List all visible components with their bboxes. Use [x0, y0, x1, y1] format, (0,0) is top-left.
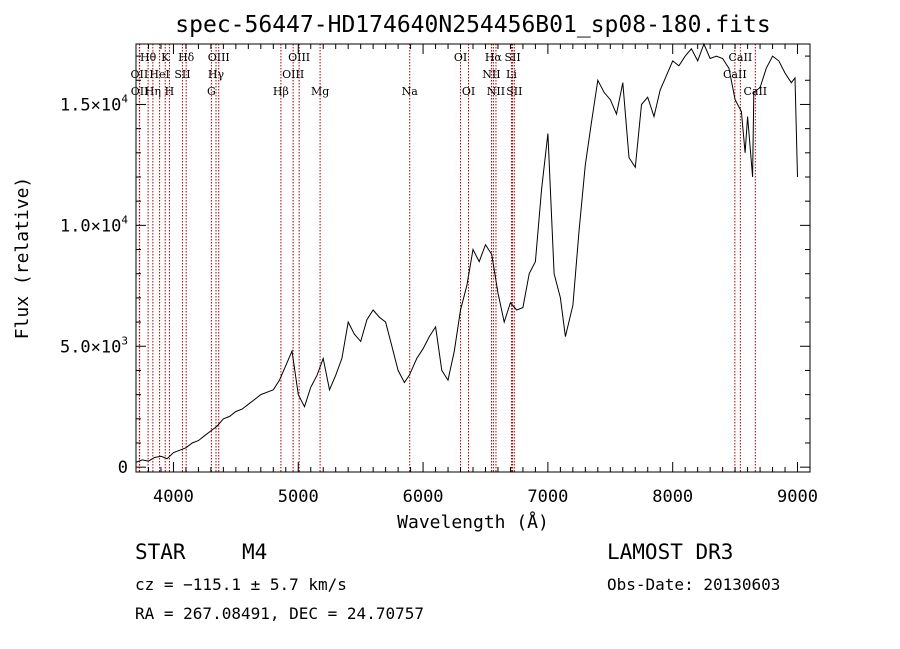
line-marker-label: SII — [506, 85, 522, 98]
line-marker-label: H — [165, 85, 175, 98]
line-marker-label: HeI — [149, 68, 169, 81]
line-marker-label: Hγ — [208, 68, 225, 81]
y-axis-label: Flux (relative) — [12, 177, 33, 340]
object-subclass: M4 — [242, 540, 268, 564]
line-marker-label: G — [207, 85, 216, 98]
plot-frame — [135, 43, 811, 473]
line-marker-label: Hβ — [273, 85, 289, 98]
line-marker-label: CaII — [723, 68, 747, 81]
spectrum-line — [135, 42, 798, 463]
y-tick-label: 1.0×104 — [60, 213, 128, 236]
y-tick-label: 0 — [118, 458, 128, 478]
x-tick-label: 7000 — [527, 487, 568, 507]
y-tick-exponent: 3 — [121, 334, 128, 347]
line-marker-label: Hθ — [140, 51, 157, 64]
x-axis-label: Wavelength (Å) — [397, 511, 549, 533]
line-marker-label: Hα — [485, 51, 503, 64]
line-marker-label: Hδ — [178, 51, 195, 64]
y-tick-exponent: 4 — [121, 213, 128, 226]
object-class: STAR — [135, 540, 186, 564]
line-marker-label: Mg — [311, 85, 329, 98]
x-tick-label: 8000 — [652, 487, 693, 507]
redshift-cz: cz = −115.1 ± 5.7 km/s — [135, 575, 347, 594]
observation-date: Obs-Date: 20130603 — [607, 575, 781, 594]
y-tick-label: 5.0×103 — [60, 334, 128, 357]
y-tick-exponent: 4 — [121, 92, 128, 105]
line-marker-label: NII — [487, 85, 505, 98]
line-marker-label: SII — [504, 51, 520, 64]
x-tick-label: 6000 — [403, 487, 444, 507]
line-marker-label: OI — [454, 51, 467, 64]
line-marker-label: Na — [402, 85, 419, 98]
coordinates: RA = 267.08491, DEC = 24.70757 — [135, 604, 424, 623]
x-tick-label: 9000 — [777, 487, 818, 507]
survey-name: LAMOST DR3 — [607, 540, 734, 564]
line-marker-label: OIII — [208, 51, 230, 64]
line-marker-label: OIII — [288, 51, 310, 64]
y-tick-label: 1.5×104 — [60, 92, 128, 115]
line-marker-label: OII — [131, 85, 149, 98]
line-marker-label: OI — [462, 85, 475, 98]
line-marker-label: OIII — [282, 68, 304, 81]
line-marker-label: Li — [506, 68, 517, 81]
line-marker-label: K — [161, 51, 170, 64]
emission-line-markers — [138, 44, 756, 472]
x-tick-label: 4000 — [153, 487, 194, 507]
x-tick-label: 5000 — [278, 487, 319, 507]
y-axis-ticks: 0 5.0×103 1.0×104 1.5×104 — [60, 55, 810, 478]
line-marker-label: NII — [482, 68, 500, 81]
x-axis-ticks: 4000 5000 6000 7000 8000 9000 — [135, 44, 818, 507]
line-marker-label: CaII — [729, 51, 753, 64]
chart-title: spec-56447-HD174640N254456B01_sp08-180.f… — [175, 12, 770, 38]
line-marker-label: Hη — [145, 85, 161, 98]
line-marker-label: SII — [174, 68, 190, 81]
line-marker-label: OII — [131, 68, 149, 81]
